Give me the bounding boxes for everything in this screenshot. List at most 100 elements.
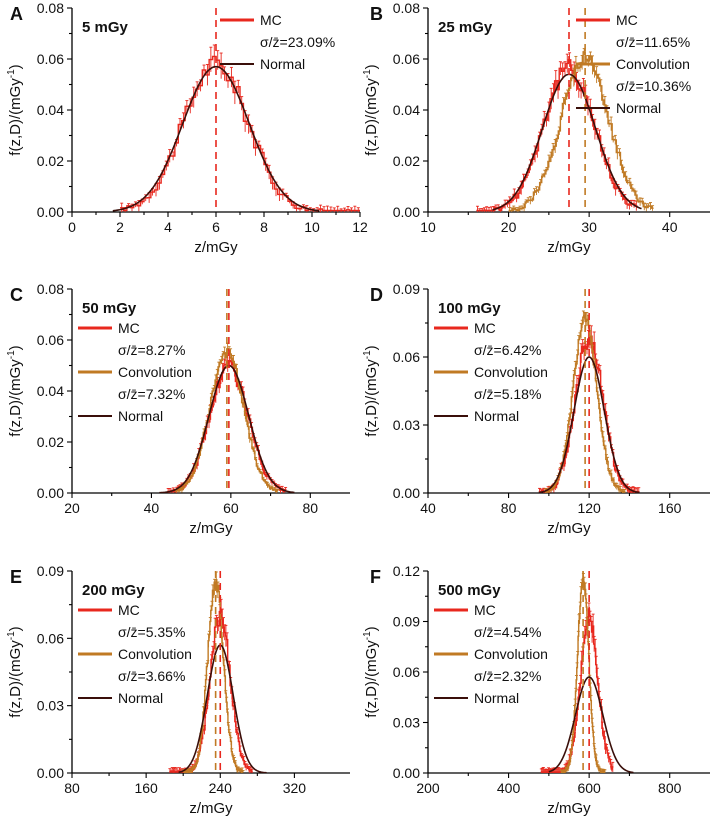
y-axis-label-text: f(z,D)/(mGy bbox=[7, 78, 24, 156]
x-tick-label: 40 bbox=[144, 500, 160, 516]
y-tick-label: 0.12 bbox=[393, 563, 420, 579]
x-tick-label: 320 bbox=[283, 780, 307, 796]
y-tick-label: 0.00 bbox=[37, 204, 64, 220]
legend-entry: σ/z̄=8.27% bbox=[118, 342, 185, 358]
legend-entry: σ/z̄=4.54% bbox=[474, 624, 541, 640]
y-axis-label-close: ) bbox=[363, 64, 380, 69]
y-tick-label: 0.09 bbox=[393, 614, 420, 630]
legend-entry: MC bbox=[474, 320, 496, 336]
plot-area bbox=[168, 571, 267, 773]
normal-curve bbox=[112, 65, 320, 212]
y-axis-label: f(z,D)/(mGy-1) bbox=[6, 345, 24, 436]
legend-entry: σ/z̄=10.36% bbox=[616, 78, 691, 94]
y-tick-label: 0.02 bbox=[37, 153, 64, 169]
plot-area bbox=[538, 289, 641, 493]
y-axis-label-text: f(z,D)/(mGy bbox=[7, 359, 24, 437]
panel-letter: F bbox=[370, 567, 381, 587]
x-tick-label: 0 bbox=[68, 219, 76, 235]
normal-curve bbox=[538, 356, 640, 493]
x-tick-label: 160 bbox=[658, 500, 682, 516]
y-tick-label: 0.06 bbox=[37, 51, 64, 67]
x-tick-label: 800 bbox=[658, 780, 682, 796]
panel-c: C 50 mGy 20 40 60 80 0.00 0.02 0.04 0.06 0.08 z/mGy… bbox=[6, 281, 350, 537]
y-tick-label: 0.08 bbox=[37, 0, 64, 16]
y-tick-label: 0.09 bbox=[37, 563, 64, 579]
x-tick-label: 20 bbox=[501, 219, 517, 235]
x-axis-label: z/mGy bbox=[547, 239, 591, 256]
x-tick-label: 10 bbox=[420, 219, 436, 235]
panel-letter: E bbox=[10, 567, 22, 587]
y-tick-label: 0.09 bbox=[393, 281, 420, 297]
legend-entry: σ/z̄=11.65% bbox=[616, 34, 690, 50]
x-tick-label: 240 bbox=[209, 780, 233, 796]
y-axis-label-close: ) bbox=[363, 626, 380, 631]
y-axis-label-sup: -1 bbox=[362, 631, 373, 640]
x-tick-label: 80 bbox=[501, 500, 517, 516]
y-tick-label: 0.04 bbox=[393, 102, 420, 118]
y-axis-label-close: ) bbox=[7, 345, 24, 350]
y-axis-label-sup: -1 bbox=[6, 69, 17, 78]
x-tick-label: 200 bbox=[416, 780, 440, 796]
x-tick-label: 20 bbox=[64, 500, 80, 516]
legend-entry: σ/z̄=23.09% bbox=[260, 34, 335, 50]
y-tick-label: 0.00 bbox=[37, 485, 64, 501]
y-tick-label: 0.02 bbox=[393, 153, 420, 169]
x-axis-label: z/mGy bbox=[547, 800, 591, 817]
x-tick-label: 80 bbox=[302, 500, 318, 516]
legend-entry: Convolution bbox=[616, 56, 690, 72]
y-axis-label: f(z,D)/(mGy-1) bbox=[362, 64, 380, 155]
x-tick-label: 120 bbox=[577, 500, 601, 516]
y-tick-label: 0.04 bbox=[37, 102, 64, 118]
x-tick-label: 80 bbox=[64, 780, 80, 796]
legend-entry: MC bbox=[118, 320, 140, 336]
y-axis-label-sup: -1 bbox=[6, 350, 17, 359]
legend-entry: σ/z̄=3.66% bbox=[118, 668, 185, 684]
x-tick-label: 12 bbox=[352, 219, 368, 235]
legend-entry: σ/z̄=7.32% bbox=[118, 386, 185, 402]
x-tick-label: 40 bbox=[662, 219, 678, 235]
panel-e: E 200 mGy 80 160 240 320 0.00 0.03 0.06 0.09 z/mGy… bbox=[6, 563, 350, 817]
y-axis-label-text: f(z,D)/(mGy bbox=[363, 359, 380, 437]
y-tick-label: 0.04 bbox=[37, 383, 64, 399]
dose-label: 200 mGy bbox=[82, 582, 145, 599]
normal-curve bbox=[548, 676, 634, 773]
x-tick-label: 10 bbox=[304, 219, 320, 235]
x-tick-label: 40 bbox=[420, 500, 436, 516]
y-tick-label: 0.00 bbox=[393, 485, 420, 501]
panel-letter: B bbox=[370, 4, 383, 24]
panel-letter: A bbox=[10, 4, 23, 24]
legend-entry: Convolution bbox=[118, 646, 192, 662]
x-tick-label: 8 bbox=[260, 219, 268, 235]
plot-area bbox=[539, 571, 634, 773]
legend-entry: Normal bbox=[616, 100, 661, 116]
legend-entry: Normal bbox=[474, 408, 519, 424]
y-axis-label: f(z,D)/(mGy-1) bbox=[362, 626, 380, 717]
y-axis-label-sup: -1 bbox=[362, 350, 373, 359]
dose-label: 100 mGy bbox=[438, 300, 501, 317]
legend-entry: MC bbox=[616, 12, 638, 28]
y-tick-label: 0.06 bbox=[37, 630, 64, 646]
dose-label: 50 mGy bbox=[82, 300, 137, 317]
dose-label: 5 mGy bbox=[82, 19, 129, 36]
panel-d: D 100 mGy 40 80 120 160 0.00 0.03 0.06 0.09 z/mGy f… bbox=[362, 281, 710, 537]
y-axis-label-close: ) bbox=[363, 345, 380, 350]
panel-letter: D bbox=[370, 285, 383, 305]
x-tick-label: 2 bbox=[116, 219, 124, 235]
legend-entry: MC bbox=[260, 12, 282, 28]
normal-curve bbox=[178, 644, 267, 773]
x-axis-label: z/mGy bbox=[547, 520, 591, 537]
legend-entry: Convolution bbox=[474, 646, 548, 662]
legend-entry: σ/z̄=2.32% bbox=[474, 668, 541, 684]
plot-area bbox=[159, 289, 295, 493]
panel-letter: C bbox=[10, 285, 23, 305]
dose-label: 500 mGy bbox=[438, 582, 501, 599]
x-tick-label: 600 bbox=[577, 780, 601, 796]
y-tick-label: 0.08 bbox=[37, 281, 64, 297]
mc-histogram bbox=[540, 608, 614, 773]
x-tick-label: 60 bbox=[223, 500, 239, 516]
y-tick-label: 0.00 bbox=[393, 204, 420, 220]
normal-curve bbox=[492, 73, 642, 211]
y-axis-label-text: f(z,D)/(mGy bbox=[363, 640, 380, 718]
y-axis-label-text: f(z,D)/(mGy bbox=[363, 78, 380, 156]
